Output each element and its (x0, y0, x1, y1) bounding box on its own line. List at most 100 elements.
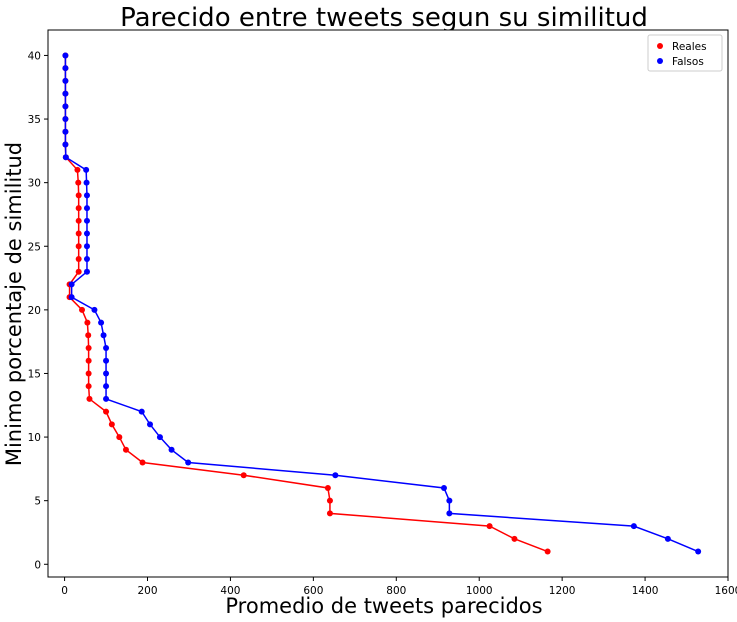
data-point-reales (75, 192, 82, 199)
data-point-reales (103, 408, 110, 415)
y-axis-label: Minimo porcentaje de similitud (2, 142, 26, 466)
series-falsos (62, 52, 702, 555)
data-point-reales (85, 345, 92, 352)
y-tick-label: 20 (28, 305, 41, 317)
data-point-falsos (103, 383, 110, 390)
data-point-reales (116, 434, 123, 441)
data-point-reales (85, 370, 92, 377)
plot-area (47, 29, 729, 578)
y-tick-label: 5 (34, 496, 41, 508)
y-tick-label: 10 (28, 432, 41, 444)
data-point-falsos (62, 52, 69, 59)
data-point-falsos (446, 510, 453, 517)
data-point-reales (75, 255, 82, 262)
data-point-falsos (91, 306, 98, 313)
data-point-reales (544, 548, 551, 555)
x-tick-label: 1200 (549, 585, 576, 597)
data-point-reales (79, 306, 85, 313)
series-line-falsos (64, 55, 699, 553)
data-point-reales (75, 243, 82, 250)
data-point-reales (74, 166, 81, 173)
data-point-falsos (62, 128, 69, 135)
legend-box (647, 34, 723, 72)
y-tick-label: 15 (28, 368, 41, 380)
data-point-reales (139, 459, 146, 466)
data-point-reales (326, 497, 333, 504)
data-point-falsos (83, 255, 90, 262)
data-point-reales (75, 217, 82, 224)
x-tick-label: 600 (303, 585, 323, 597)
y-tick-label: 35 (28, 114, 41, 126)
data-point-falsos (68, 294, 75, 301)
data-point-reales (75, 268, 82, 275)
data-point-reales (85, 357, 92, 364)
data-point-falsos (185, 459, 192, 466)
data-point-falsos (62, 103, 69, 110)
data-point-falsos (100, 332, 107, 339)
data-point-falsos (62, 77, 69, 84)
data-point-falsos (83, 230, 90, 237)
y-tick-label: 0 (34, 559, 41, 571)
data-point-reales (122, 446, 129, 453)
legend-marker-falsos (657, 58, 663, 64)
data-point-falsos (68, 281, 75, 288)
data-point-falsos (147, 421, 153, 428)
data-point-falsos (83, 192, 90, 199)
data-point-falsos (103, 395, 110, 402)
legend: Reales Falsos (647, 34, 723, 72)
data-point-falsos (83, 179, 90, 186)
data-point-falsos (332, 472, 339, 479)
data-point-falsos (83, 268, 90, 275)
data-point-falsos (62, 154, 69, 161)
x-tick-label: 0 (61, 585, 68, 597)
data-point-falsos (103, 370, 110, 377)
data-point-falsos (664, 535, 671, 542)
data-point-falsos (62, 141, 69, 148)
x-tick-label: 1400 (632, 585, 659, 597)
data-point-falsos (62, 90, 69, 97)
x-tick-label: 1000 (466, 585, 493, 597)
data-point-falsos (695, 548, 702, 555)
series-layer (62, 52, 702, 555)
legend-marker-reales (657, 43, 663, 49)
data-point-falsos (62, 65, 69, 72)
y-tick-label: 40 (28, 50, 41, 62)
legend-label-falsos: Falsos (672, 56, 704, 68)
data-point-falsos (83, 205, 90, 212)
data-point-falsos (168, 446, 175, 453)
data-point-reales (75, 230, 82, 237)
data-point-reales (511, 535, 518, 542)
data-point-falsos (83, 243, 90, 250)
x-tick-label: 200 (137, 585, 157, 597)
data-point-reales (84, 319, 91, 326)
chart-title: Parecido entre tweets segun su similitud (120, 3, 648, 33)
data-point-falsos (630, 523, 637, 530)
data-point-falsos (83, 217, 90, 224)
y-tick-label: 30 (28, 178, 41, 190)
data-point-reales (486, 523, 493, 530)
y-axis: 0 5 10 15 20 25 30 35 40 (28, 50, 48, 571)
data-point-reales (75, 179, 82, 186)
x-tick-label: 400 (220, 585, 240, 597)
x-axis-label: Promedio de tweets parecidos (225, 594, 542, 618)
data-point-falsos (103, 357, 110, 364)
data-point-falsos (98, 319, 105, 326)
data-point-reales (86, 395, 93, 402)
data-point-falsos (62, 116, 69, 123)
data-point-reales (240, 472, 247, 479)
data-point-falsos (83, 166, 90, 173)
data-point-falsos (156, 434, 163, 441)
data-point-reales (324, 484, 331, 491)
data-point-reales (75, 205, 82, 212)
y-tick-label: 25 (28, 241, 41, 253)
legend-label-reales: Reales (672, 41, 707, 53)
data-point-reales (85, 383, 92, 390)
data-point-reales (108, 421, 115, 428)
data-point-falsos (103, 345, 110, 352)
data-point-falsos (440, 484, 447, 491)
data-point-reales (85, 332, 92, 339)
data-point-reales (326, 510, 333, 517)
